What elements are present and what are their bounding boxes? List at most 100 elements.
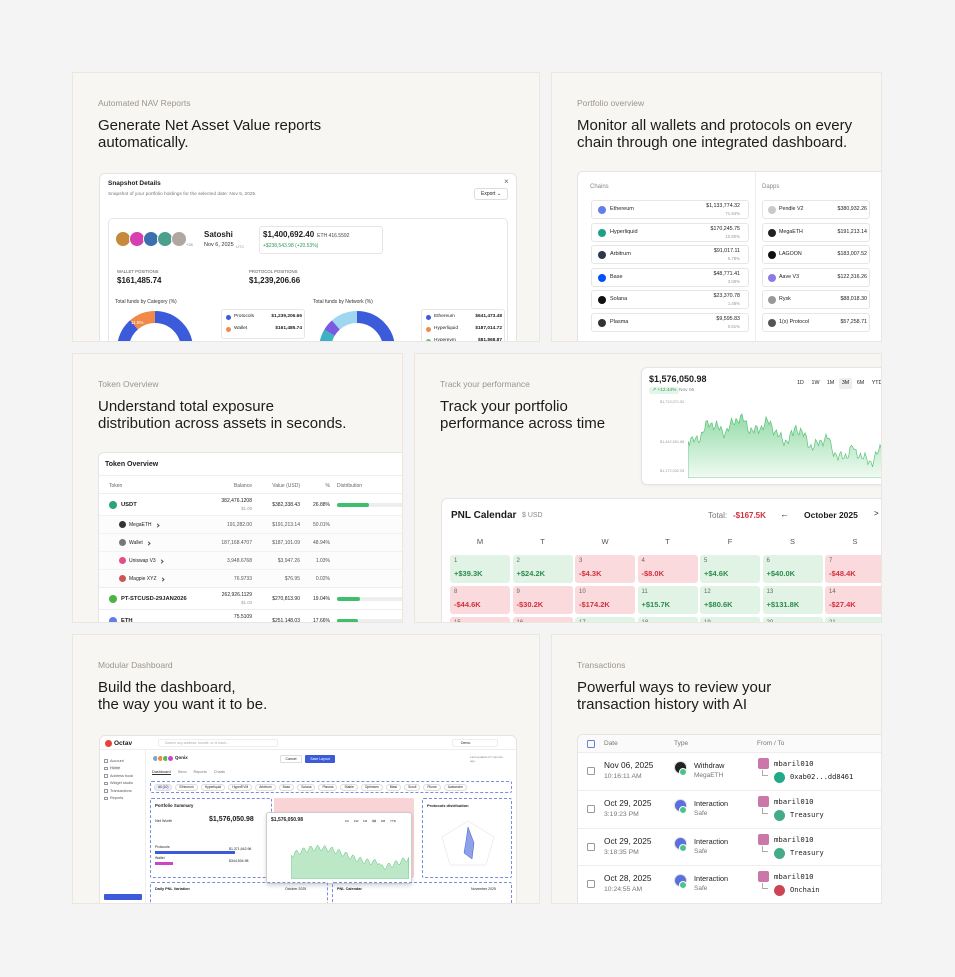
panel: Octav Search any address, bundle, or tx h… bbox=[99, 735, 517, 903]
filter-chip: Ethereum bbox=[175, 783, 198, 791]
chain-share: 0.61% bbox=[727, 323, 740, 329]
day-pnl: -$8.0K bbox=[641, 569, 665, 578]
icon bbox=[109, 501, 117, 509]
token-name: USDT bbox=[121, 501, 137, 508]
icon bbox=[426, 339, 431, 341]
day-number: 17 bbox=[579, 620, 586, 623]
donut-label: 11.5% bbox=[131, 320, 144, 325]
day-pnl: -$4.3K bbox=[579, 569, 602, 578]
card-label: Transactions bbox=[577, 660, 626, 670]
subtoken-name: Wallet bbox=[129, 540, 143, 546]
subtoken-value: $76.95 bbox=[284, 576, 300, 582]
day-number: 14 bbox=[829, 589, 836, 595]
calendar-day: 12 +$80.6K bbox=[700, 586, 760, 614]
weekday: S bbox=[852, 537, 858, 546]
dapp-value: $191,213.14 bbox=[837, 228, 867, 235]
chevron bbox=[160, 576, 165, 582]
token-price: $1.00 bbox=[241, 506, 252, 511]
range-button[interactable]: 3M bbox=[839, 378, 852, 389]
checkbox[interactable] bbox=[587, 740, 595, 748]
cancel-button[interactable]: Cancel bbox=[280, 755, 302, 763]
icon bbox=[768, 206, 776, 214]
day-number: 18 bbox=[641, 620, 649, 623]
icon bbox=[679, 843, 687, 852]
token-value: $251,148.03 bbox=[272, 618, 300, 623]
range-button[interactable]: YTD bbox=[871, 380, 882, 386]
day-pnl: +$40.0K bbox=[766, 569, 796, 578]
range-button[interactable]: 1D bbox=[797, 380, 804, 386]
connector bbox=[762, 770, 768, 776]
icon bbox=[119, 539, 126, 546]
day-pnl: +$131.8K bbox=[766, 600, 800, 609]
value-change: +$238,543.98 (+20.53%) bbox=[263, 243, 319, 249]
icon bbox=[226, 315, 231, 320]
calendar-day: 1 +$39.3K bbox=[450, 555, 510, 583]
area-chart bbox=[688, 413, 881, 478]
dapp-row: Rysk $88,018.30 bbox=[762, 290, 870, 309]
token-row: ETH 75.5109 $3,325.99 $251,148.03 17.66% bbox=[99, 609, 402, 623]
y-axis-label: $1,713,071.52 bbox=[660, 400, 685, 404]
donut bbox=[319, 311, 395, 341]
column-header: Value (USD) bbox=[272, 483, 300, 489]
card: Automated NAV Reports Generate Net Asset … bbox=[72, 72, 540, 342]
dapp-value: $88,018.30 bbox=[840, 296, 867, 302]
filter-chip: Plasma bbox=[318, 783, 338, 791]
icon bbox=[167, 755, 174, 762]
icon bbox=[768, 228, 776, 237]
nav-item: Address book bbox=[110, 773, 134, 778]
day-number: 16 bbox=[516, 620, 524, 623]
calendar-day: 16 bbox=[512, 617, 573, 623]
token-name: PT-STCUSD-29JAN2026 bbox=[121, 595, 187, 602]
nav-item: Home bbox=[110, 766, 121, 770]
tx-protocol: MegaETH bbox=[694, 772, 724, 779]
day-number: 9 bbox=[516, 589, 520, 595]
range-button: 1M bbox=[363, 819, 368, 823]
range-button[interactable]: 6M bbox=[856, 380, 865, 386]
calendar-day: 13 +$131.8K bbox=[762, 586, 823, 614]
chain-filter: All (10) Ethereum Hyperliquid HyperEVM Arbit… bbox=[150, 781, 512, 793]
y-axis-label: $1,442,551.88 bbox=[660, 440, 685, 444]
chain-row: Ethereum $1,133,774.32 71.94% bbox=[591, 200, 749, 219]
panel: Snapshot Details × Snapshot of your portfo… bbox=[99, 173, 517, 341]
chevron bbox=[159, 558, 164, 564]
tx-type: Interaction bbox=[694, 836, 729, 846]
day-pnl: -$30.2K bbox=[516, 600, 544, 609]
tx-date: Nov 06, 2025 bbox=[604, 760, 654, 770]
calendar-title: PNL Calendar bbox=[451, 510, 517, 521]
chevron bbox=[146, 540, 151, 546]
checkbox[interactable] bbox=[587, 842, 595, 851]
filter-chip: All (10) bbox=[154, 783, 173, 791]
panel: Token Overview Token Balance Value (USD)% Di… bbox=[98, 452, 402, 623]
range-button[interactable]: 1M bbox=[826, 380, 835, 386]
save-button[interactable]: Save Layout bbox=[305, 755, 335, 763]
icon bbox=[226, 327, 231, 332]
checkbox[interactable] bbox=[587, 880, 595, 889]
icon bbox=[598, 251, 606, 259]
total-value: -$167.5K bbox=[733, 511, 766, 520]
filter-chip: Stable bbox=[340, 783, 358, 791]
day-number: 1 bbox=[454, 558, 458, 564]
radar-shape bbox=[463, 826, 475, 860]
legend: Protocols $1,239,206.66 Wallet $161,485.74 bbox=[221, 309, 305, 339]
legend: Ethereum $641,473.48 Hyperliquid $187,014.7… bbox=[421, 309, 505, 341]
section-title: Chains bbox=[590, 184, 609, 190]
legend-name: Ethereum bbox=[434, 314, 455, 319]
nav-item: Account bbox=[110, 758, 124, 763]
dapp-name: LAGOON bbox=[779, 251, 802, 257]
widget-title: Daily PNL Variation bbox=[155, 887, 190, 891]
dapp-name: Pendle V2 bbox=[779, 206, 804, 212]
subtoken-value: $191,213.14 bbox=[272, 522, 300, 528]
prev-month[interactable]: ← bbox=[780, 509, 789, 519]
next-month[interactable]: > bbox=[874, 509, 879, 518]
range-button[interactable]: 1W bbox=[811, 380, 820, 386]
subtoken-name: Magpie XYZ bbox=[129, 576, 157, 582]
widget-title: Portfolio Summary bbox=[155, 803, 194, 808]
tx-protocol: Safe bbox=[694, 847, 708, 855]
checkbox[interactable] bbox=[587, 767, 595, 775]
checkbox[interactable] bbox=[587, 804, 595, 813]
chain-row: Arbitrum $91,017.11 5.78% bbox=[591, 245, 749, 264]
card-label: Modular Dashboard bbox=[98, 660, 173, 670]
token-subrow: MegaETH 191,282.00 $191,213.14 50.01% bbox=[99, 515, 402, 533]
chain-name: Base bbox=[610, 273, 623, 280]
calendar-day: 20 bbox=[762, 617, 823, 622]
